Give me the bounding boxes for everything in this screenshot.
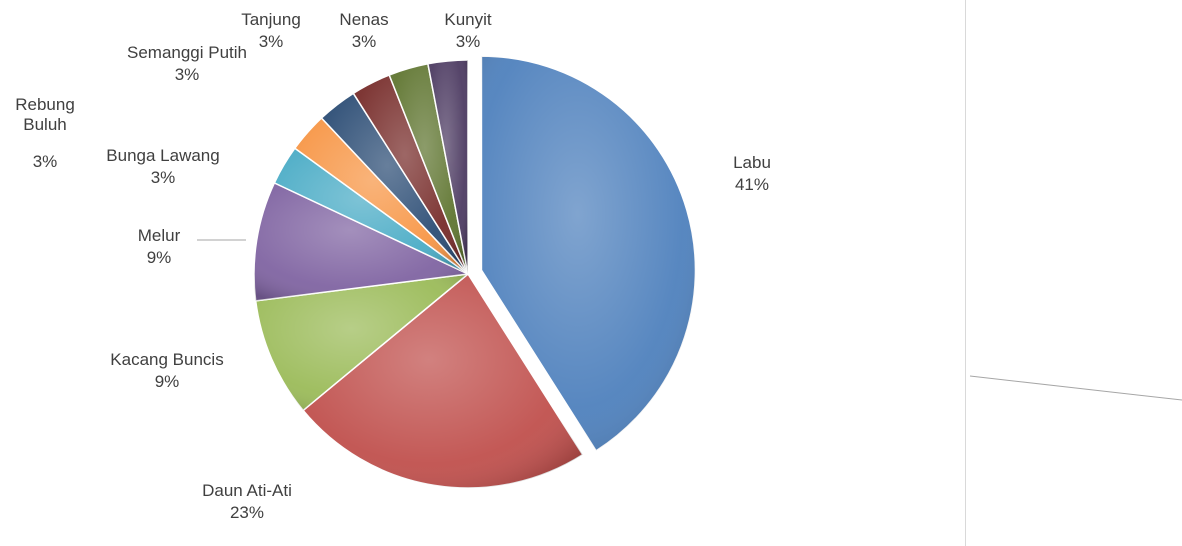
- data-label-nenas: Nenas 3%: [339, 10, 389, 51]
- pie-slice-shading: [255, 274, 468, 411]
- data-label-melur: Melur 9%: [137, 226, 181, 267]
- data-label-kunyit: Kunyit 3%: [444, 10, 492, 51]
- data-label-rebung-buluh: Rebung Buluh 3%: [15, 95, 75, 171]
- stray-line: [969, 375, 1182, 401]
- data-label-bunga-lawang: Bunga Lawang 3%: [106, 146, 220, 187]
- data-label-daun-ati-ati: Daun Ati-Ati 23%: [202, 481, 292, 522]
- pie-chart: [197, 55, 697, 489]
- data-label-semanggi-putih: Semanggi Putih 3%: [126, 43, 248, 84]
- data-label-labu: Labu 41%: [733, 153, 771, 194]
- pie-slice-shading: [294, 118, 468, 274]
- data-label-kacang-buncis: Kacang Buncis 9%: [110, 350, 224, 391]
- pie-slice-shading: [303, 274, 583, 488]
- pie-slice-shading: [427, 60, 468, 274]
- pie-slice-shading: [321, 93, 468, 274]
- chart-area: Labu 41% Daun Ati-Ati 23% Kacang Buncis 9% …: [15, 0, 966, 546]
- data-label-tanjung: Tanjung 3%: [241, 10, 301, 51]
- pie-slice-shading: [274, 148, 468, 274]
- blank-panel: [966, 0, 1182, 546]
- pie-slice-shading: [389, 63, 468, 274]
- pie-slice-shading: [481, 56, 696, 451]
- pie-slice-shading: [254, 182, 468, 301]
- pie-slice-shading: [353, 75, 468, 274]
